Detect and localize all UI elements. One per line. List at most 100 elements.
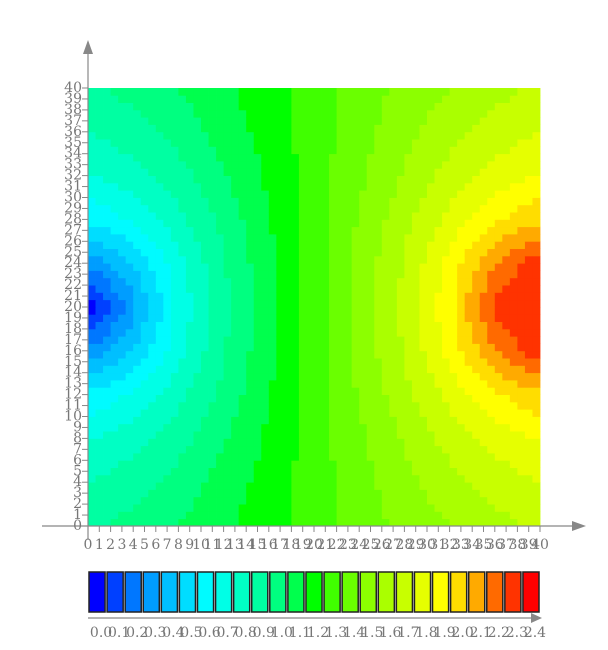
contour-cell — [178, 197, 187, 206]
contour-cell — [88, 394, 96, 403]
contour-cell — [185, 431, 194, 439]
contour-cell — [283, 175, 292, 184]
contour-cell — [464, 124, 473, 133]
contour-cell — [88, 109, 96, 118]
contour-cell — [163, 255, 172, 264]
contour-cell — [276, 241, 285, 249]
contour-cell — [306, 438, 315, 447]
contour-cell — [374, 248, 383, 257]
contour-cell — [359, 95, 368, 103]
contour-cell — [95, 482, 104, 490]
colorbar-swatch — [88, 571, 106, 613]
y-tick-label: 16 — [64, 343, 82, 359]
contour-cell — [163, 161, 172, 169]
contour-cell — [298, 460, 307, 468]
contour-cell — [449, 401, 458, 410]
contour-cell — [103, 394, 111, 403]
contour-cell — [427, 270, 435, 279]
contour-cell — [201, 438, 209, 447]
contour-cell — [502, 482, 511, 490]
contour-cell — [216, 292, 224, 301]
contour-cell — [396, 117, 405, 125]
contour-cell — [532, 263, 541, 271]
contour-cell — [351, 496, 360, 505]
contour-cell — [231, 511, 240, 520]
contour-cell — [125, 292, 134, 301]
contour-cell — [140, 321, 149, 330]
contour-cell — [419, 139, 428, 147]
contour-cell — [419, 263, 428, 271]
contour-cell — [88, 460, 96, 468]
contour-cell — [216, 453, 224, 461]
contour-cell — [427, 482, 435, 490]
contour-cell — [201, 270, 209, 279]
contour-cell — [411, 358, 420, 366]
colorbar-swatch — [196, 571, 215, 613]
contour-cell — [148, 241, 157, 249]
contour-cell — [411, 168, 420, 176]
contour-cell — [125, 431, 134, 439]
contour-cell — [193, 394, 202, 403]
contour-cell — [88, 299, 96, 308]
contour-cell — [396, 343, 405, 352]
contour-cell — [381, 285, 390, 293]
contour-cell — [509, 102, 518, 111]
contour-cell — [464, 219, 473, 228]
contour-cell — [336, 117, 345, 125]
contour-cell — [88, 409, 96, 417]
contour-cell — [472, 445, 481, 454]
contour-cell — [494, 212, 503, 220]
contour-cell — [283, 117, 292, 125]
x-tick-label: 29 — [407, 537, 425, 553]
contour-cell — [238, 226, 247, 235]
contour-cell — [381, 182, 390, 191]
contour-cell — [201, 161, 209, 169]
contour-cell — [472, 343, 481, 352]
contour-cell — [411, 336, 420, 344]
contour-cell — [306, 124, 315, 133]
contour-cell — [268, 518, 277, 527]
contour-cell — [276, 314, 285, 322]
contour-cell — [494, 234, 503, 242]
contour-cell — [532, 161, 541, 169]
contour-cell — [359, 423, 368, 432]
contour-cell — [155, 423, 164, 432]
contour-cell — [404, 445, 413, 454]
contour-cell — [298, 234, 307, 242]
contour-cell — [434, 285, 443, 293]
contour-cell — [216, 146, 224, 155]
contour-cell — [532, 431, 541, 439]
contour-cell — [532, 95, 541, 103]
contour-cell — [155, 270, 164, 279]
contour-cell — [427, 292, 435, 301]
contour-cell — [509, 212, 518, 220]
contour-cell — [155, 182, 164, 191]
contour-cell — [163, 423, 172, 432]
contour-cell — [359, 394, 368, 403]
contour-cell — [389, 161, 398, 169]
contour-cell — [344, 431, 353, 439]
contour-cell — [238, 438, 247, 447]
contour-cell — [404, 401, 413, 410]
contour-cell — [381, 146, 390, 155]
contour-cell — [170, 131, 179, 140]
contour-cell — [404, 321, 413, 330]
contour-cell — [419, 474, 428, 483]
contour-cell — [404, 219, 413, 228]
contour-cell — [291, 168, 300, 176]
contour-cell — [479, 423, 488, 432]
contour-cell — [155, 489, 164, 498]
contour-cell — [253, 153, 262, 162]
contour-cell — [517, 277, 526, 286]
contour-cell — [321, 117, 330, 125]
contour-cell — [238, 496, 247, 505]
contour-cell — [396, 474, 405, 483]
contour-cell — [95, 314, 104, 322]
contour-cell — [434, 182, 443, 191]
contour-cell — [306, 102, 315, 111]
contour-cell — [193, 350, 202, 359]
contour-cell — [344, 394, 353, 403]
contour-cell — [238, 350, 247, 359]
contour-cell — [517, 161, 526, 169]
contour-cell — [389, 350, 398, 359]
